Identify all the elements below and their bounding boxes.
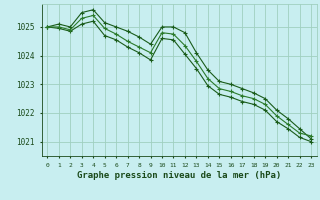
X-axis label: Graphe pression niveau de la mer (hPa): Graphe pression niveau de la mer (hPa) [77, 171, 281, 180]
